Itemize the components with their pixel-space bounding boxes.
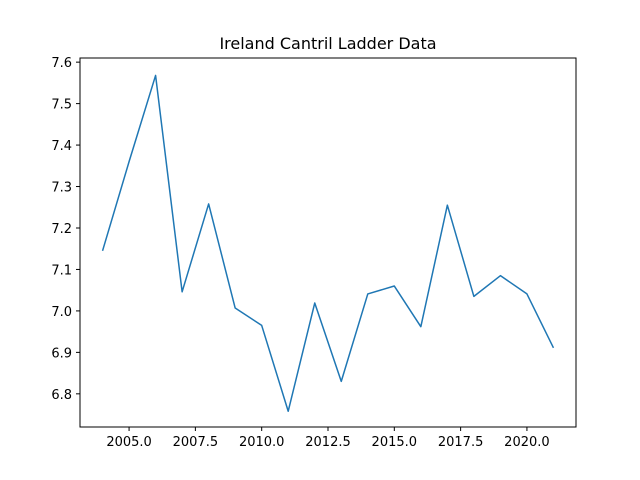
y-tick-label: 7.3	[51, 181, 72, 196]
chart-title: Ireland Cantril Ladder Data	[219, 34, 436, 53]
y-tick-label: 7.4	[51, 139, 72, 154]
y-tick-label: 7.6	[51, 56, 72, 71]
x-tick-label: 2010.0	[239, 435, 285, 450]
y-tick-label: 6.8	[51, 388, 72, 403]
y-tick-label: 7.2	[51, 222, 72, 237]
x-axis: 2005.0 2007.5 2010.0 2012.5 2015.0 2017.5 2020…	[106, 427, 550, 450]
y-tick-label: 6.9	[51, 346, 72, 361]
series-line-1	[101, 74, 555, 412]
x-tick-label: 2020.0	[504, 435, 550, 450]
axes-frame	[79, 57, 577, 428]
x-tick-label: 2017.5	[438, 435, 484, 450]
y-tick-label: 7.1	[51, 263, 72, 278]
x-tick-label: 2007.5	[173, 435, 219, 450]
plot-area	[101, 74, 555, 412]
y-axis: 6.8 6.9 7.0 7.1 7.2 7.3 7.4 7.5 7.6	[51, 56, 80, 403]
x-tick-label: 2015.0	[372, 435, 418, 450]
y-tick-label: 7.0	[51, 305, 72, 320]
x-tick-label: 2012.5	[305, 435, 351, 450]
x-tick-label: 2005.0	[106, 435, 152, 450]
y-tick-label: 7.5	[51, 98, 72, 113]
